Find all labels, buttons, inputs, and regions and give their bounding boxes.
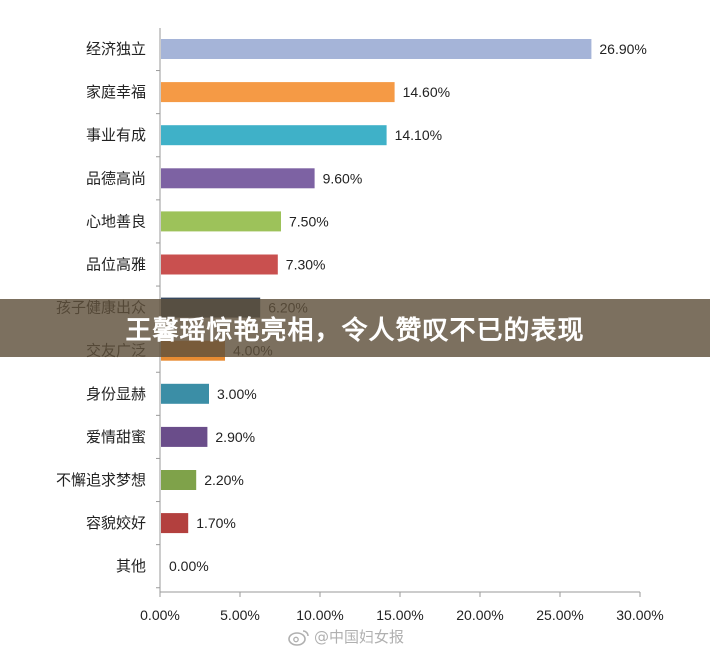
bar [161, 39, 592, 59]
overlay-title: 王馨瑶惊艳亮相，令人赞叹不已的表现 [125, 315, 585, 346]
data-label: 0.00% [169, 558, 209, 574]
data-label: 7.50% [289, 213, 329, 229]
bar [161, 254, 278, 275]
data-label: 9.60% [323, 170, 363, 186]
category-label: 家庭幸福 [86, 83, 146, 101]
category-label: 品位高雅 [86, 256, 146, 274]
category-label: 其他 [116, 557, 146, 575]
watermark: @中国妇女报 [288, 626, 404, 647]
data-label: 2.90% [215, 429, 255, 445]
watermark-text: @中国妇女报 [314, 628, 405, 646]
data-label: 3.00% [217, 386, 257, 402]
x-tick-label: 25.00% [536, 607, 583, 623]
data-label: 26.90% [599, 41, 646, 57]
title-banner: 王馨瑶惊艳亮相，令人赞叹不已的表现 [0, 299, 710, 357]
data-label: 14.10% [395, 127, 442, 143]
category-label: 经济独立 [86, 40, 146, 58]
x-tick-label: 20.00% [456, 607, 503, 623]
category-label: 不懈追求梦想 [56, 471, 146, 489]
data-label: 14.60% [403, 84, 450, 100]
data-label: 7.30% [286, 257, 326, 273]
x-tick-label: 0.00% [140, 607, 180, 623]
x-tick-label: 5.00% [220, 607, 260, 623]
weibo-icon [288, 629, 309, 646]
bar [161, 211, 281, 232]
bar [161, 125, 387, 146]
bar [161, 470, 197, 490]
bar [161, 426, 208, 447]
category-label: 心地善良 [86, 212, 146, 230]
x-tick-label: 15.00% [376, 607, 423, 623]
bar [161, 513, 189, 534]
bar [161, 168, 315, 189]
category-label: 身份显赫 [86, 385, 146, 403]
x-tick-label: 10.00% [296, 607, 343, 623]
data-label: 2.20% [204, 472, 244, 488]
data-label: 1.70% [196, 515, 236, 531]
x-tick-label: 30.00% [616, 607, 663, 623]
category-label: 爱情甜蜜 [86, 428, 146, 446]
category-label: 容貌姣好 [86, 514, 146, 532]
bar [161, 383, 209, 404]
bar [161, 82, 395, 103]
category-label: 事业有成 [86, 126, 146, 144]
category-label: 品德高尚 [86, 169, 146, 187]
